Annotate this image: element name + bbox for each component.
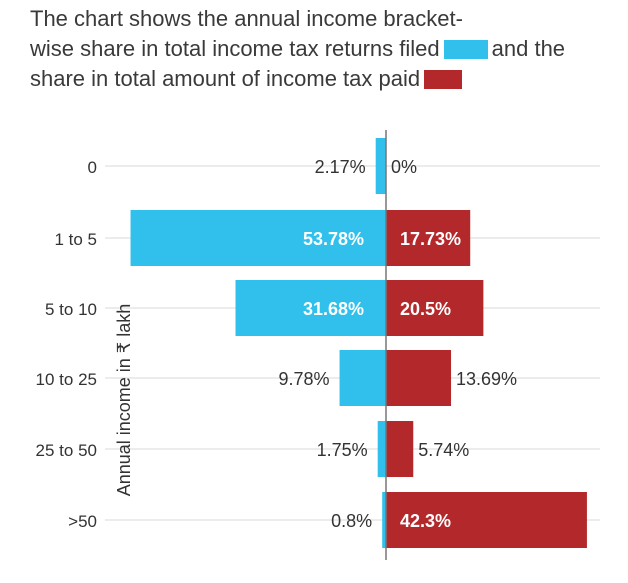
value-label-returns: 1.75%: [317, 440, 368, 460]
bar-tax: [386, 492, 587, 548]
category-label: 10 to 25: [36, 370, 97, 389]
value-label-tax: 5.74%: [418, 440, 469, 460]
y-axis-label: Annual income in ₹ lakh: [114, 304, 134, 497]
title-line-2: wise share in total income tax returns f…: [30, 34, 620, 64]
value-label-tax: 0%: [391, 157, 417, 177]
legend-swatch-returns: [443, 40, 488, 59]
value-label-tax: 42.3%: [400, 511, 451, 531]
value-label-returns: 53.78%: [303, 229, 364, 249]
bar-tax: [386, 280, 484, 336]
title-line-3-text: share in total amount of income tax paid: [30, 66, 421, 91]
category-label: 5 to 10: [45, 300, 97, 319]
value-label-returns: 0.8%: [331, 511, 372, 531]
value-label-returns: 2.17%: [315, 157, 366, 177]
title-line-2-tail: and the: [491, 36, 566, 61]
category-label: 1 to 5: [54, 230, 97, 249]
bar-tax: [386, 350, 452, 406]
bar-returns: [339, 350, 386, 406]
title-line-1: The chart shows the annual income bracke…: [30, 6, 463, 31]
bar-tax: [386, 421, 414, 477]
bar-tax: [386, 210, 471, 266]
value-label-tax: 13.69%: [456, 369, 517, 389]
title-line-3: share in total amount of income tax paid: [30, 64, 620, 94]
value-label-returns: 31.68%: [303, 299, 364, 319]
value-label-tax: 20.5%: [400, 299, 451, 319]
chart-title: The chart shows the annual income bracke…: [30, 4, 620, 94]
title-line-2-text: wise share in total income tax returns f…: [30, 36, 440, 61]
category-label: 0: [88, 158, 97, 177]
category-label: >50: [68, 512, 97, 531]
category-label: 25 to 50: [36, 441, 97, 460]
value-label-tax: 17.73%: [400, 229, 461, 249]
bar-returns: [130, 210, 386, 266]
bar-returns: [382, 492, 386, 548]
value-label-returns: 9.78%: [278, 369, 329, 389]
value-labels: 2.17% 0% 53.78% 17.73% 31.68% 20.5% 9.78% 13.69…: [278, 157, 517, 531]
bar-returns: [235, 280, 386, 336]
category-labels: 0 1 to 5 5 to 10 10 to 25 25 to 50 >50: [36, 158, 97, 531]
legend-swatch-tax: [424, 70, 463, 89]
bars: [130, 138, 587, 548]
bar-returns: [377, 421, 386, 477]
bar-returns: [375, 138, 386, 194]
